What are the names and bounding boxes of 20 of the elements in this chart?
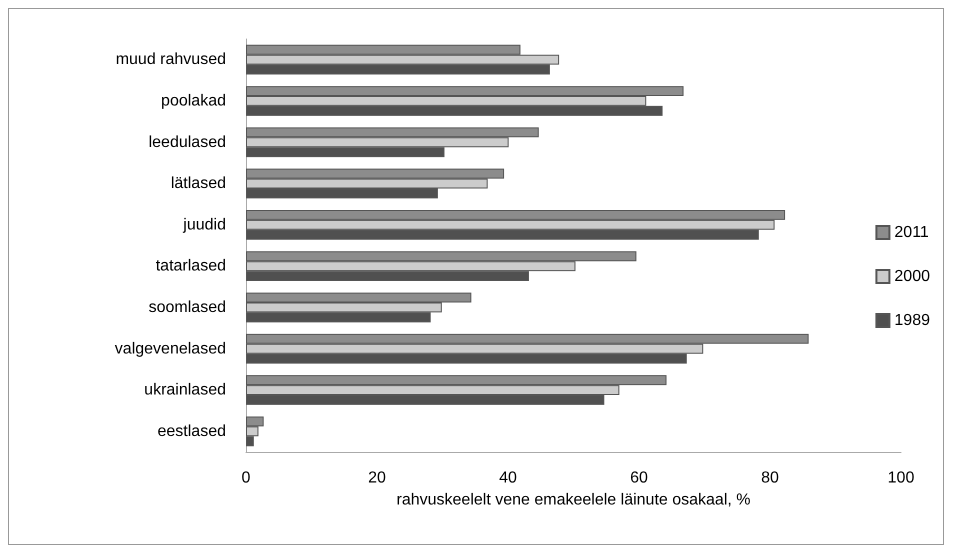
y-tick-label: valgevenelased bbox=[114, 340, 226, 358]
x-tick-label: 80 bbox=[761, 470, 779, 486]
y-tick-label: leedulased bbox=[148, 134, 226, 151]
y-tick-label: lätlased bbox=[170, 175, 226, 192]
x-tick-label: 0 bbox=[242, 470, 251, 486]
y-tick-label: ukrainlased bbox=[144, 382, 226, 399]
x-tick-label: 60 bbox=[630, 470, 648, 486]
x-tick-label: 20 bbox=[368, 470, 386, 486]
legend-label: 2000 bbox=[894, 268, 930, 285]
y-tick-label: juudid bbox=[182, 216, 226, 234]
y-tick-label: poolakad bbox=[161, 92, 226, 110]
x-tick-label: 100 bbox=[888, 470, 914, 486]
y-tick-label: muud rahvused bbox=[116, 51, 226, 68]
y-tick-label: soomlased bbox=[148, 298, 226, 316]
x-tick-label: 40 bbox=[499, 470, 517, 486]
legend-label: 2011 bbox=[894, 224, 929, 241]
x-axis-title: rahvuskeelelt vene emakeelele läinute osakaal, % bbox=[396, 492, 750, 508]
legend-label: 1989 bbox=[894, 312, 930, 329]
y-tick-label: tatarlased bbox=[156, 258, 226, 275]
y-tick-label: eestlased bbox=[158, 422, 226, 440]
